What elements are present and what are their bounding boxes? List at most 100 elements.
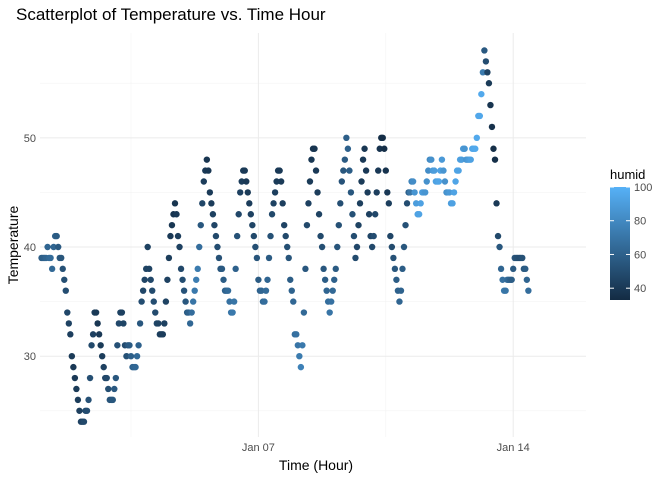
x-tick-label: Jan 07 xyxy=(242,442,275,454)
colorbar-tick-label: 100 xyxy=(634,182,652,194)
data-point xyxy=(85,396,92,404)
data-point xyxy=(387,232,394,240)
data-point xyxy=(112,374,120,382)
data-point xyxy=(499,276,506,283)
data-point xyxy=(162,298,170,305)
data-point xyxy=(233,232,241,240)
data-point xyxy=(136,320,144,327)
data-point xyxy=(473,134,480,142)
humid-colorbar-legend: humid 40 60 80 100 xyxy=(610,167,652,300)
data-point xyxy=(59,265,66,273)
data-point xyxy=(481,47,488,54)
data-point xyxy=(523,276,531,283)
data-point xyxy=(268,211,276,218)
data-point xyxy=(438,156,446,163)
data-point xyxy=(100,363,107,371)
data-point xyxy=(440,167,447,174)
data-point xyxy=(271,189,279,196)
data-point xyxy=(299,342,306,349)
data-point xyxy=(141,276,148,283)
data-point xyxy=(358,178,365,185)
data-point xyxy=(276,167,283,174)
data-point xyxy=(320,265,327,273)
data-point xyxy=(92,309,100,316)
data-point xyxy=(522,265,529,273)
data-point xyxy=(193,276,200,283)
data-point xyxy=(238,178,245,185)
data-point xyxy=(161,320,168,327)
data-point xyxy=(314,189,321,196)
data-point xyxy=(375,167,382,174)
data-point xyxy=(399,265,406,273)
data-point xyxy=(132,363,139,371)
data-point xyxy=(452,178,459,185)
data-point xyxy=(279,200,286,207)
data-point xyxy=(199,200,206,207)
data-point xyxy=(328,298,335,305)
data-point xyxy=(321,276,329,283)
data-point xyxy=(277,178,285,185)
data-point xyxy=(494,232,502,240)
data-point xyxy=(144,243,151,251)
data-point xyxy=(61,276,68,283)
data-point xyxy=(302,265,309,273)
data-point xyxy=(347,189,355,196)
data-point xyxy=(391,265,399,273)
data-point xyxy=(171,200,179,207)
data-point xyxy=(293,331,300,338)
data-point xyxy=(352,254,359,262)
data-point xyxy=(262,287,270,294)
data-point xyxy=(282,232,289,240)
data-point xyxy=(368,243,376,251)
x-tick-label: Jan 14 xyxy=(497,442,530,454)
data-point xyxy=(411,189,418,196)
data-point xyxy=(68,353,76,360)
chart-title: Scatterplot of Temperature vs. Time Hour xyxy=(16,5,326,24)
data-point xyxy=(196,243,203,251)
data-point xyxy=(306,178,314,185)
data-point xyxy=(284,243,291,251)
data-point xyxy=(214,243,221,251)
data-point xyxy=(490,145,497,152)
data-point xyxy=(159,331,167,338)
data-point xyxy=(455,167,462,174)
data-point xyxy=(229,309,236,316)
data-point xyxy=(44,243,51,251)
data-point xyxy=(478,90,485,98)
data-point xyxy=(373,189,380,196)
data-point xyxy=(323,287,330,294)
data-point xyxy=(97,342,104,349)
data-point xyxy=(126,342,133,349)
data-point xyxy=(182,298,189,305)
data-point xyxy=(67,331,74,338)
data-point xyxy=(396,298,403,305)
data-point xyxy=(431,167,438,174)
data-point xyxy=(312,167,320,174)
data-point xyxy=(173,211,180,218)
data-point xyxy=(472,145,479,152)
data-point xyxy=(362,167,370,174)
data-point xyxy=(203,156,211,163)
data-point xyxy=(177,265,185,273)
data-point xyxy=(353,243,361,251)
data-point xyxy=(296,353,303,360)
data-point xyxy=(208,200,215,207)
colorbar-ticks: 40 60 80 100 xyxy=(610,182,652,295)
data-point xyxy=(64,309,71,316)
data-point xyxy=(308,156,315,163)
data-point xyxy=(237,189,244,196)
data-point xyxy=(482,58,490,65)
data-point xyxy=(258,287,265,294)
data-point xyxy=(123,353,130,360)
data-point xyxy=(109,396,117,404)
data-point xyxy=(174,232,182,240)
data-point xyxy=(338,178,346,185)
data-point xyxy=(349,211,356,218)
data-point xyxy=(243,178,250,185)
data-point xyxy=(70,363,77,371)
data-point xyxy=(415,211,423,218)
data-point xyxy=(155,320,162,327)
data-point xyxy=(197,221,204,229)
data-point xyxy=(270,200,277,207)
data-point xyxy=(400,243,408,251)
